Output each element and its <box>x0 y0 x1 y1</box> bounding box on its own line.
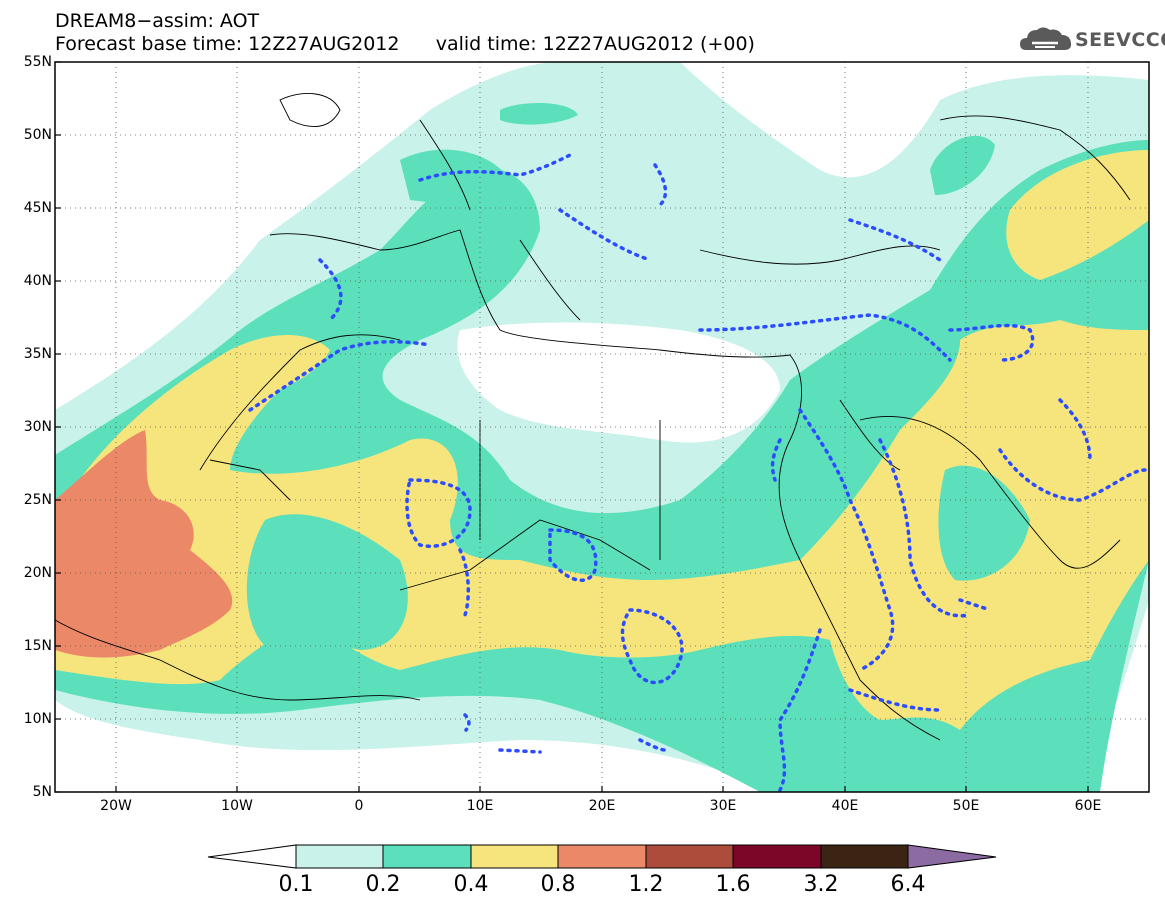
lat-label: 10N <box>23 711 52 727</box>
colorbar <box>207 844 997 869</box>
aot-shade-04d <box>938 465 1030 581</box>
colorbar-bin-3 <box>470 844 559 869</box>
lat-label: 55N <box>23 54 52 70</box>
lon-label: 60E <box>1074 798 1102 814</box>
colorbar-bin-6 <box>732 844 822 869</box>
lat-label: 20N <box>23 565 52 581</box>
aot-shade-02b <box>500 103 578 125</box>
aot-shade-04c <box>246 514 408 653</box>
lon-label: 20W <box>100 798 132 814</box>
gridlines <box>55 62 1149 792</box>
lat-label: 45N <box>23 200 52 216</box>
colorbar-label: 0.4 <box>453 872 489 897</box>
colorbar-bin-1 <box>295 844 384 869</box>
lon-label: 0 <box>354 798 364 814</box>
lat-label: 5N <box>32 784 52 800</box>
lat-label: 25N <box>23 492 52 508</box>
axis-ticks <box>55 61 1089 793</box>
lat-label: 50N <box>23 127 52 143</box>
colorbar-label: 1.2 <box>628 872 664 897</box>
lon-label: 20E <box>588 798 616 814</box>
lat-label: 30N <box>23 419 52 435</box>
colorbar-bin-7 <box>820 844 909 869</box>
chart-title: DREAM8−assim: AOT <box>55 10 260 32</box>
lon-label: 10W <box>221 798 253 814</box>
colorbar-bin-4 <box>557 844 647 869</box>
aot-shade-02c <box>930 135 995 195</box>
colorbar-bin-5 <box>645 844 734 869</box>
colorbar-low-arrow <box>207 844 297 869</box>
seevccc-logo: SEEVCCC <box>1018 22 1165 58</box>
lat-label: 40N <box>23 273 52 289</box>
lon-label: 50E <box>952 798 980 814</box>
colorbar-bin-2 <box>382 844 472 869</box>
colorbar-label: 0.8 <box>540 872 576 897</box>
coastlines <box>55 93 1131 741</box>
aot-low-area <box>457 322 780 443</box>
lon-label: 40E <box>831 798 859 814</box>
logo-text: SEEVCCC <box>1075 29 1165 51</box>
lat-label: 15N <box>23 638 52 654</box>
aot-shading <box>55 62 1149 792</box>
colorbar-label: 0.1 <box>278 872 314 897</box>
chart-subtitle: Forecast base time: 12Z27AUG2012 valid t… <box>55 33 755 55</box>
lat-label: 35N <box>23 346 52 362</box>
colorbar-label: 1.6 <box>715 872 751 897</box>
obs-contours <box>248 153 1147 792</box>
aot-shade-08 <box>55 430 233 658</box>
aot-shade-04b <box>1006 150 1149 280</box>
colorbar-label: 6.4 <box>890 872 926 897</box>
cloud-icon <box>1020 27 1072 50</box>
colorbar-label: 3.2 <box>803 872 839 897</box>
lon-label: 10E <box>466 798 494 814</box>
colorbar-label: 0.2 <box>365 872 401 897</box>
colorbar-high-arrow <box>907 844 997 869</box>
lon-label: 30E <box>709 798 737 814</box>
